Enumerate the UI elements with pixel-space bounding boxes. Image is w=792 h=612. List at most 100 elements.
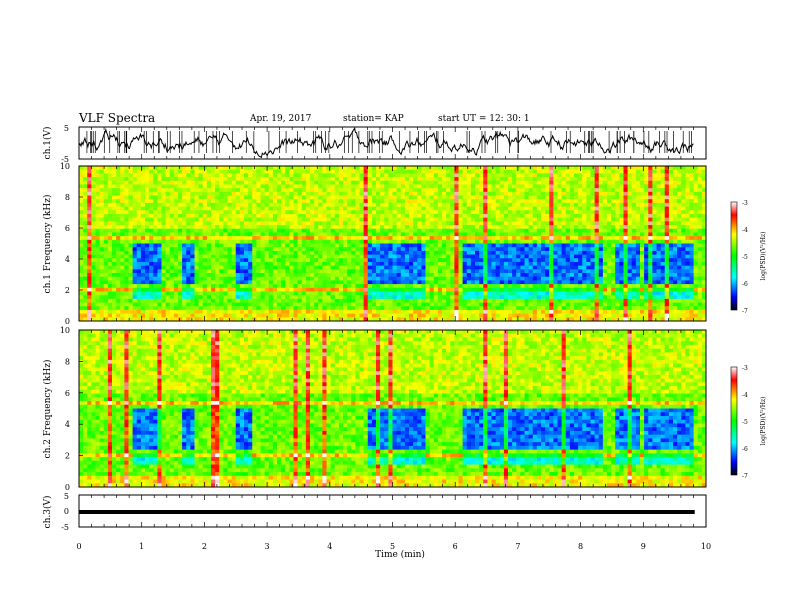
spectrogram-cell [322,225,327,230]
spectrogram-cell [384,258,389,263]
spectrogram-cell [178,309,183,315]
spectrogram-cell [343,202,348,207]
spectrogram-cell [318,232,323,237]
spectrogram-cell [561,313,567,318]
spectrogram-cell [248,302,253,307]
spectrogram-cell [499,287,505,292]
spectrogram-cell [326,217,332,222]
spectrogram-cell [462,309,468,315]
spectrogram-cell [429,269,435,274]
spectrogram-cell [380,313,385,318]
spectrogram-cell [322,180,327,185]
spectrogram-cell [173,225,179,230]
spectrogram-cell [330,217,336,222]
spectrogram-cell [186,317,191,322]
spectrogram-cell [347,173,352,178]
spectrogram-cell [532,232,538,237]
spectrogram-cell [161,166,167,171]
spectrogram-cell [272,202,278,207]
spectrogram-cell [347,210,352,215]
spectrogram-cell [202,313,208,318]
spectrogram-cell [479,210,484,215]
spectrogram-cell [136,250,142,255]
spectrogram-cell [132,195,138,200]
spectrogram-cell [487,284,492,289]
spectrogram-cell [116,284,121,289]
spectrogram-cell [413,228,418,233]
spectrogram-cell [202,280,208,285]
spectrogram-cell [433,225,439,230]
spectrogram-cell [244,250,249,255]
spectrogram-cell [322,247,327,252]
spectrogram-cell [338,210,344,215]
spectrogram-cell [503,173,509,178]
spectrogram-cell [198,180,204,185]
spectrogram-cell [198,173,204,178]
spectrogram-cell [153,202,158,207]
spectrogram-cell [549,309,554,315]
spectrogram-cell [409,199,414,204]
spectrogram-cell [198,217,204,222]
spectrogram-cell [503,188,509,193]
spectrogram-cell [91,254,96,259]
spectrogram-cell [301,313,307,318]
spectrogram-cell [128,313,134,318]
spectrogram-cell [223,202,228,207]
spectrogram-cell [260,258,266,263]
spectrogram-cell [347,317,352,322]
spectrogram-cell [536,276,542,281]
spectrogram-cell [334,302,340,307]
spectrogram-cell [252,199,257,204]
spectrogram-cell [252,206,257,211]
spectrogram-cell [239,258,245,263]
spectrogram-cell [326,280,332,285]
spectrogram-cell [338,250,344,255]
spectrogram-cell [417,169,422,174]
spectrogram-cell [495,232,501,237]
spectrogram-cell [173,261,179,267]
spectrogram-cell [128,280,134,285]
spectrogram-cell [153,302,158,307]
spectrogram-cell [363,221,369,226]
spectrogram-cell [116,280,121,285]
spectrogram-cell [454,169,459,174]
spectrogram-cell [450,202,455,207]
spectrogram-cell [145,276,150,281]
spectrogram-cell [376,191,381,196]
spectrogram-cell [264,213,270,219]
spectrogram-cell [132,217,138,222]
spectrogram-cell [359,265,365,270]
spectrogram-cell [376,280,381,285]
spectrogram-cell [545,199,550,204]
spectrogram-cell [334,173,340,178]
spectrogram-cell [479,269,484,274]
spectrogram-cell [404,273,410,278]
spectrogram-cell [206,273,212,278]
spectrogram-cell [120,258,125,263]
spectrogram-cell [528,265,534,270]
spectrogram-cell [227,247,233,252]
spectrogram-cell [322,169,327,174]
spectrogram-cell [297,276,303,281]
spectrogram-cell [429,232,435,237]
spectrogram-cell [454,302,459,307]
spectrogram-cell [549,243,554,248]
spectrogram-cell [293,273,299,278]
spectrogram-cell [194,313,200,318]
spectrogram-cell [178,206,183,211]
spectrogram-cell [194,225,200,230]
spectrogram-cell [495,317,501,322]
spectrogram-cell [536,284,542,289]
spectrogram-cell [413,184,418,189]
spectrogram-cell [553,276,558,281]
spectrogram-cell [239,225,245,230]
spectrogram-cell [136,276,142,281]
spectrogram-cell [219,195,224,200]
spectrogram-cell [503,273,509,278]
spectrogram-cell [153,306,158,311]
spectrogram-cell [165,287,171,292]
spectrogram-cell [483,239,488,244]
spectrogram-cell [351,269,356,274]
spectrogram-cell [87,166,92,171]
spectrogram-cell [380,225,385,230]
